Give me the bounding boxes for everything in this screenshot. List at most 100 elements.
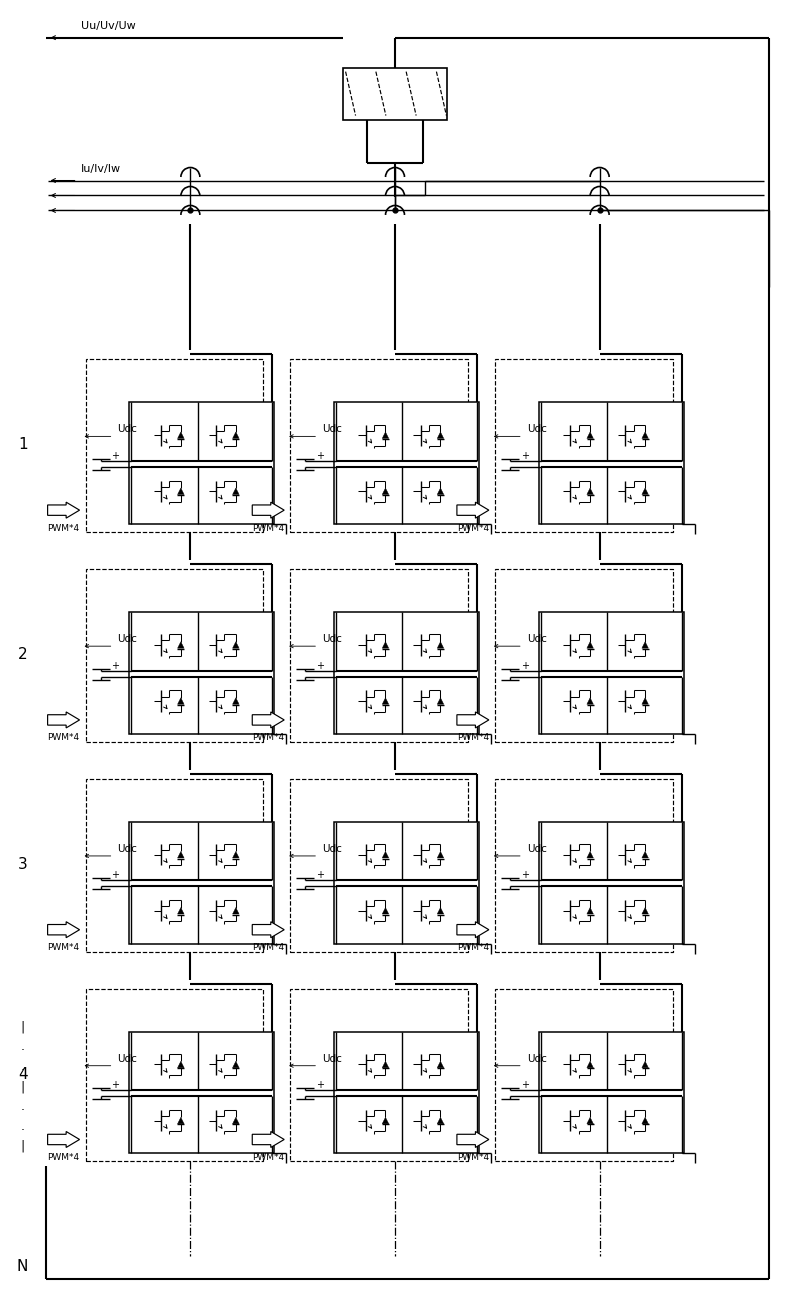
Polygon shape	[438, 1061, 444, 1068]
Text: 4: 4	[18, 1066, 27, 1082]
Bar	[130, 402, 274, 525]
Bar	[342, 68, 447, 120]
Text: Udc: Udc	[118, 1053, 138, 1064]
Text: 1: 1	[18, 437, 27, 452]
Bar	[130, 1031, 274, 1154]
Text: .: .	[21, 1100, 25, 1113]
Text: +: +	[521, 871, 529, 880]
Text: N: N	[17, 1259, 28, 1273]
Polygon shape	[48, 1131, 79, 1147]
Polygon shape	[178, 852, 184, 858]
Text: PWM*4: PWM*4	[48, 733, 80, 742]
Polygon shape	[382, 1061, 389, 1068]
Text: |: |	[21, 1141, 25, 1154]
Polygon shape	[457, 922, 489, 937]
Text: Udc: Udc	[526, 1053, 546, 1064]
Polygon shape	[233, 1117, 239, 1124]
Polygon shape	[438, 488, 444, 495]
Bar	[86, 359, 263, 533]
Polygon shape	[178, 698, 184, 704]
Polygon shape	[642, 642, 648, 648]
Polygon shape	[233, 488, 239, 495]
Bar	[86, 988, 263, 1161]
Polygon shape	[382, 698, 389, 704]
Bar	[334, 1031, 479, 1154]
Polygon shape	[178, 488, 184, 495]
Text: PWM*4: PWM*4	[48, 523, 80, 533]
Polygon shape	[457, 712, 489, 728]
Polygon shape	[252, 712, 284, 728]
Text: 2: 2	[18, 647, 27, 661]
Polygon shape	[438, 1117, 444, 1124]
Bar	[290, 359, 468, 533]
Polygon shape	[642, 488, 648, 495]
Polygon shape	[178, 1117, 184, 1124]
Polygon shape	[587, 432, 594, 439]
Text: Udc: Udc	[322, 424, 342, 435]
Polygon shape	[587, 907, 594, 914]
Polygon shape	[642, 852, 648, 858]
Text: 3: 3	[18, 857, 27, 872]
Text: .: .	[21, 1120, 25, 1133]
Text: +: +	[111, 450, 119, 461]
Text: +: +	[111, 660, 119, 671]
Bar	[130, 822, 274, 944]
Polygon shape	[178, 432, 184, 439]
Text: Udc: Udc	[118, 844, 138, 854]
Bar	[495, 988, 673, 1161]
Polygon shape	[457, 503, 489, 518]
Polygon shape	[233, 642, 239, 648]
Bar	[495, 359, 673, 533]
Bar	[290, 988, 468, 1161]
Polygon shape	[438, 642, 444, 648]
Polygon shape	[438, 432, 444, 439]
Bar	[334, 822, 479, 944]
Text: Udc: Udc	[526, 424, 546, 435]
Text: +: +	[111, 871, 119, 880]
Polygon shape	[642, 432, 648, 439]
Text: Udc: Udc	[118, 424, 138, 435]
Bar	[334, 402, 479, 525]
Polygon shape	[233, 852, 239, 858]
Text: Uu/Uv/Uw: Uu/Uv/Uw	[81, 21, 135, 31]
Text: PWM*4: PWM*4	[252, 523, 284, 533]
Polygon shape	[233, 907, 239, 914]
Polygon shape	[48, 922, 79, 937]
Bar	[86, 779, 263, 952]
Polygon shape	[178, 907, 184, 914]
Text: Udc: Udc	[526, 844, 546, 854]
Text: +: +	[316, 1081, 324, 1090]
Text: PWM*4: PWM*4	[48, 943, 80, 952]
Bar	[290, 779, 468, 952]
Polygon shape	[438, 698, 444, 704]
Polygon shape	[252, 922, 284, 937]
Text: PWM*4: PWM*4	[48, 1154, 80, 1161]
Polygon shape	[438, 907, 444, 914]
Text: PWM*4: PWM*4	[252, 943, 284, 952]
Polygon shape	[233, 432, 239, 439]
Text: .: .	[21, 1060, 25, 1073]
Bar	[495, 569, 673, 742]
Polygon shape	[642, 698, 648, 704]
Text: +: +	[316, 450, 324, 461]
Text: Udc: Udc	[322, 844, 342, 854]
Polygon shape	[642, 1061, 648, 1068]
Text: +: +	[316, 871, 324, 880]
Polygon shape	[587, 488, 594, 495]
Bar	[495, 779, 673, 952]
Polygon shape	[642, 907, 648, 914]
Text: PWM*4: PWM*4	[457, 733, 489, 742]
Text: |: |	[21, 1081, 25, 1094]
Polygon shape	[382, 432, 389, 439]
Polygon shape	[382, 907, 389, 914]
Polygon shape	[252, 503, 284, 518]
Polygon shape	[438, 852, 444, 858]
Text: PWM*4: PWM*4	[457, 523, 489, 533]
Bar	[538, 402, 683, 525]
Polygon shape	[587, 698, 594, 704]
Polygon shape	[382, 488, 389, 495]
Text: .: .	[21, 1040, 25, 1053]
Polygon shape	[233, 698, 239, 704]
Text: PWM*4: PWM*4	[457, 943, 489, 952]
Polygon shape	[642, 1117, 648, 1124]
